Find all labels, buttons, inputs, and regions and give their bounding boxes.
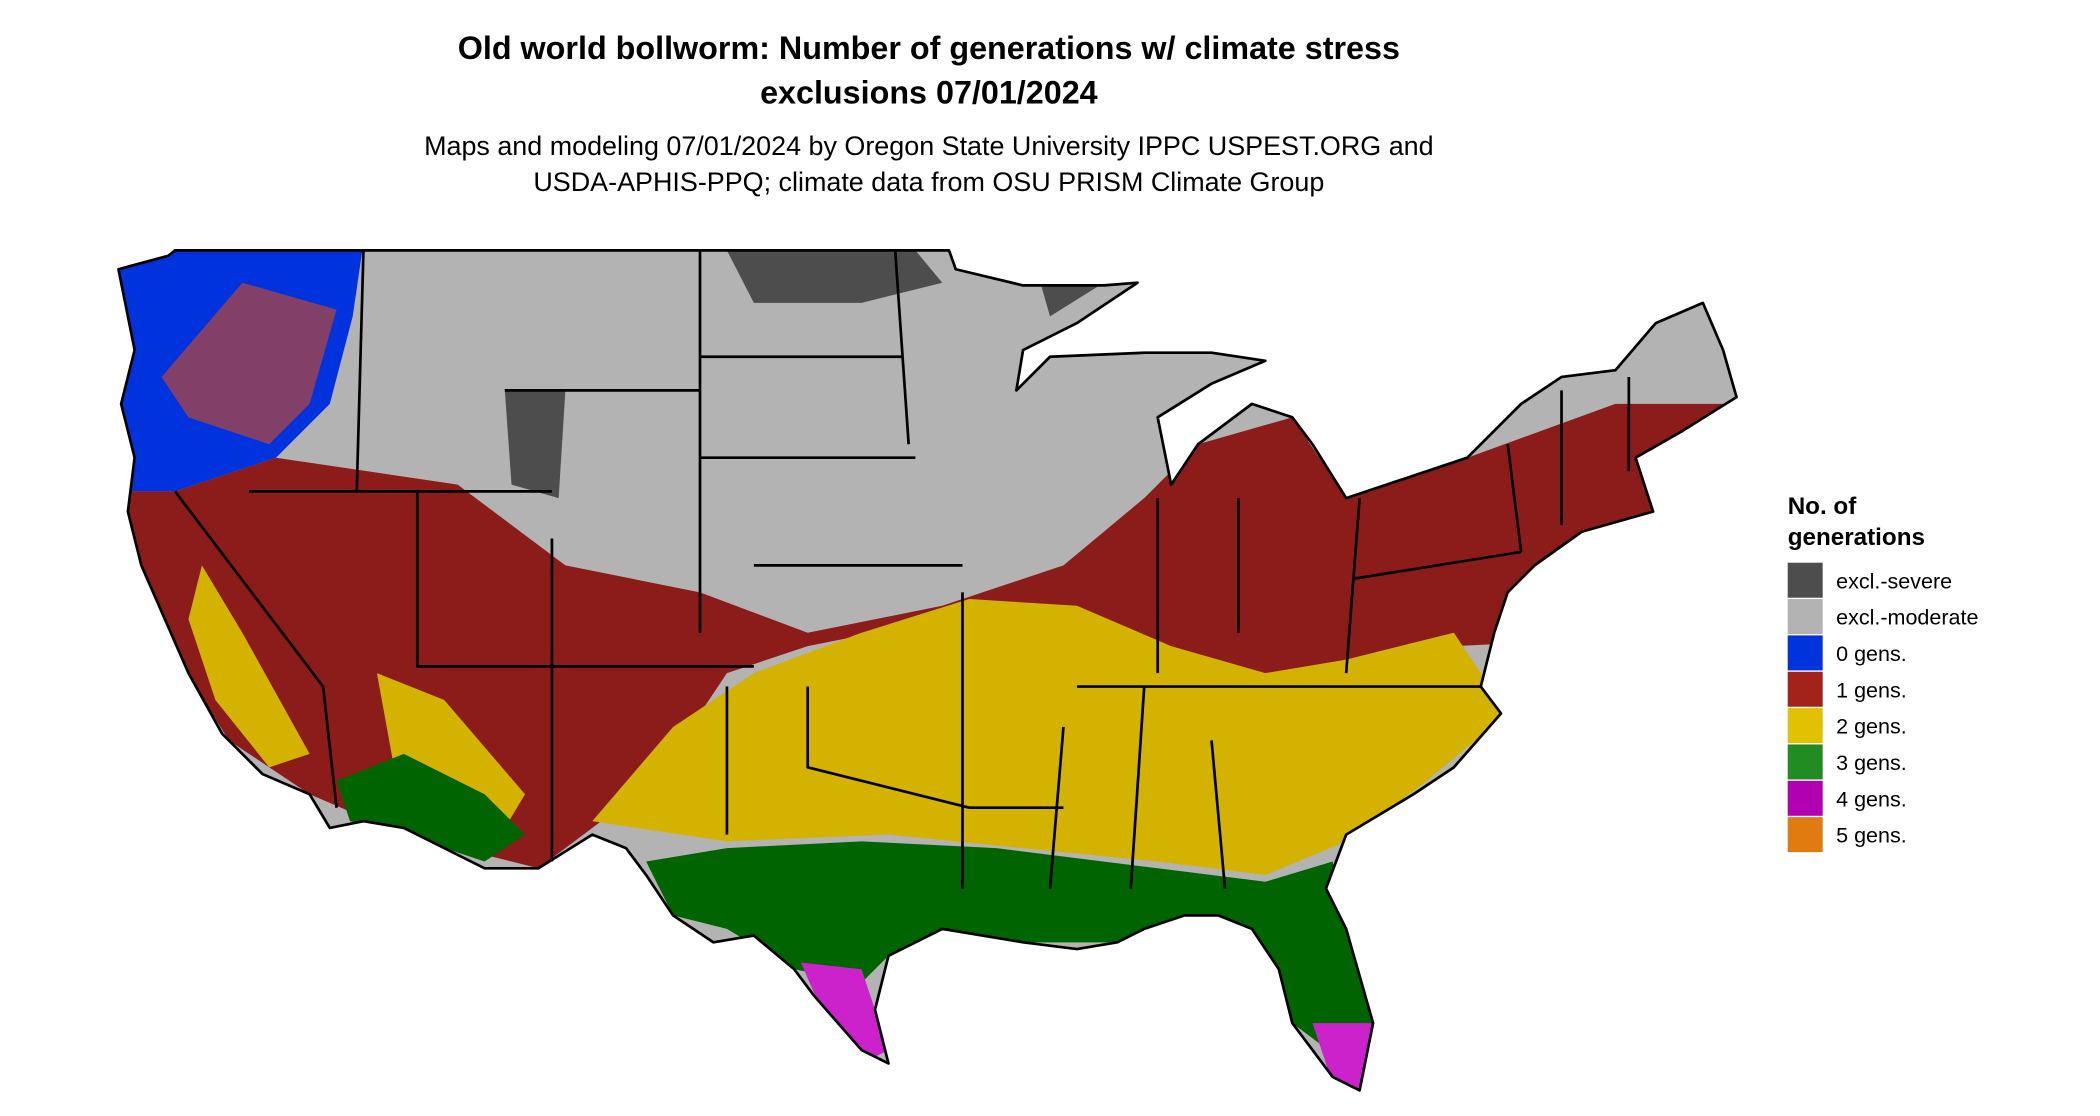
four-gen-area xyxy=(800,962,1374,1091)
legend-swatch xyxy=(1787,562,1823,598)
legend-title: generations xyxy=(1788,524,1925,551)
three-gen-area xyxy=(336,753,1374,1064)
one-gen-area xyxy=(161,282,337,445)
legend: No. of generations excl.-severe excl.-mod… xyxy=(1787,493,1978,853)
header: Old world bollworm: Number of generation… xyxy=(424,30,1434,197)
legend-label: 4 gens. xyxy=(1836,787,1907,811)
legend-label: excl.-severe xyxy=(1836,569,1952,593)
legend-swatch xyxy=(1787,635,1823,671)
two-gen-area xyxy=(188,565,1508,876)
legend-swatch xyxy=(1787,817,1823,853)
legend-label: 0 gens. xyxy=(1836,642,1907,666)
subtitle-line: USDA-APHIS-PPQ; climate data from OSU PR… xyxy=(533,167,1324,197)
generation-map xyxy=(118,250,1737,1091)
legend-swatch xyxy=(1787,744,1823,780)
legend-swatch xyxy=(1787,780,1823,816)
legend-label: 3 gens. xyxy=(1836,751,1907,775)
legend-swatch xyxy=(1787,599,1823,635)
title-line: exclusions 07/01/2024 xyxy=(760,75,1098,111)
legend-label: excl.-moderate xyxy=(1836,606,1978,630)
title-line: Old world bollworm: Number of generation… xyxy=(458,30,1400,66)
legend-swatch xyxy=(1787,671,1823,707)
legend-title: No. of xyxy=(1788,493,1858,520)
one-gen-area xyxy=(118,403,1737,869)
subtitle-line: Maps and modeling 07/01/2024 by Oregon S… xyxy=(424,131,1434,161)
legend-label: 5 gens. xyxy=(1836,824,1907,848)
legend-label: 1 gens. xyxy=(1836,678,1907,702)
legend-label: 2 gens. xyxy=(1836,715,1907,739)
legend-swatch xyxy=(1787,708,1823,744)
state-borders xyxy=(117,249,1738,1092)
